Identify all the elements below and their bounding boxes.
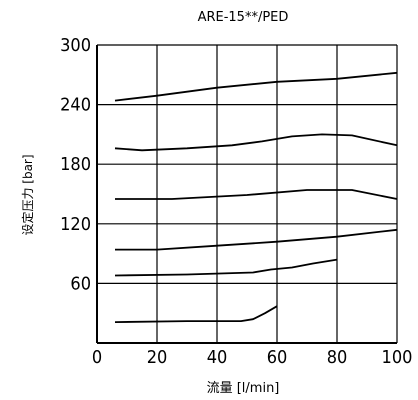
y-tick-label: 240: [60, 95, 91, 116]
x-tick-label: 20: [147, 347, 168, 368]
x-tick-label: 40: [207, 347, 228, 368]
grid: [96, 44, 398, 344]
x-tick-label: 60: [267, 347, 288, 368]
series-line-5: [114, 258, 338, 277]
series-line-4: [115, 228, 398, 251]
y-tick-label: 180: [60, 154, 91, 175]
y-tick-label: 120: [60, 214, 91, 235]
chart-title: ARE-15**/PED: [198, 10, 289, 25]
series-line-3: [115, 189, 398, 200]
x-tick-label: 0: [92, 347, 102, 368]
tick-labels: 60 120 180 240 300 0 20 40 60 80 100: [60, 35, 412, 368]
series-line-6: [114, 305, 278, 323]
x-axis-label: 流量 [l/min]: [207, 381, 280, 396]
y-tick-label: 60: [70, 273, 91, 294]
series-line-2: [114, 133, 398, 152]
series-group: [114, 71, 398, 323]
y-axis-label: 设定压力 [bar]: [20, 154, 35, 235]
series-line-1: [114, 71, 398, 102]
x-tick-label: 100: [382, 347, 413, 368]
y-tick-label: 300: [60, 35, 91, 56]
x-tick-label: 80: [327, 347, 348, 368]
